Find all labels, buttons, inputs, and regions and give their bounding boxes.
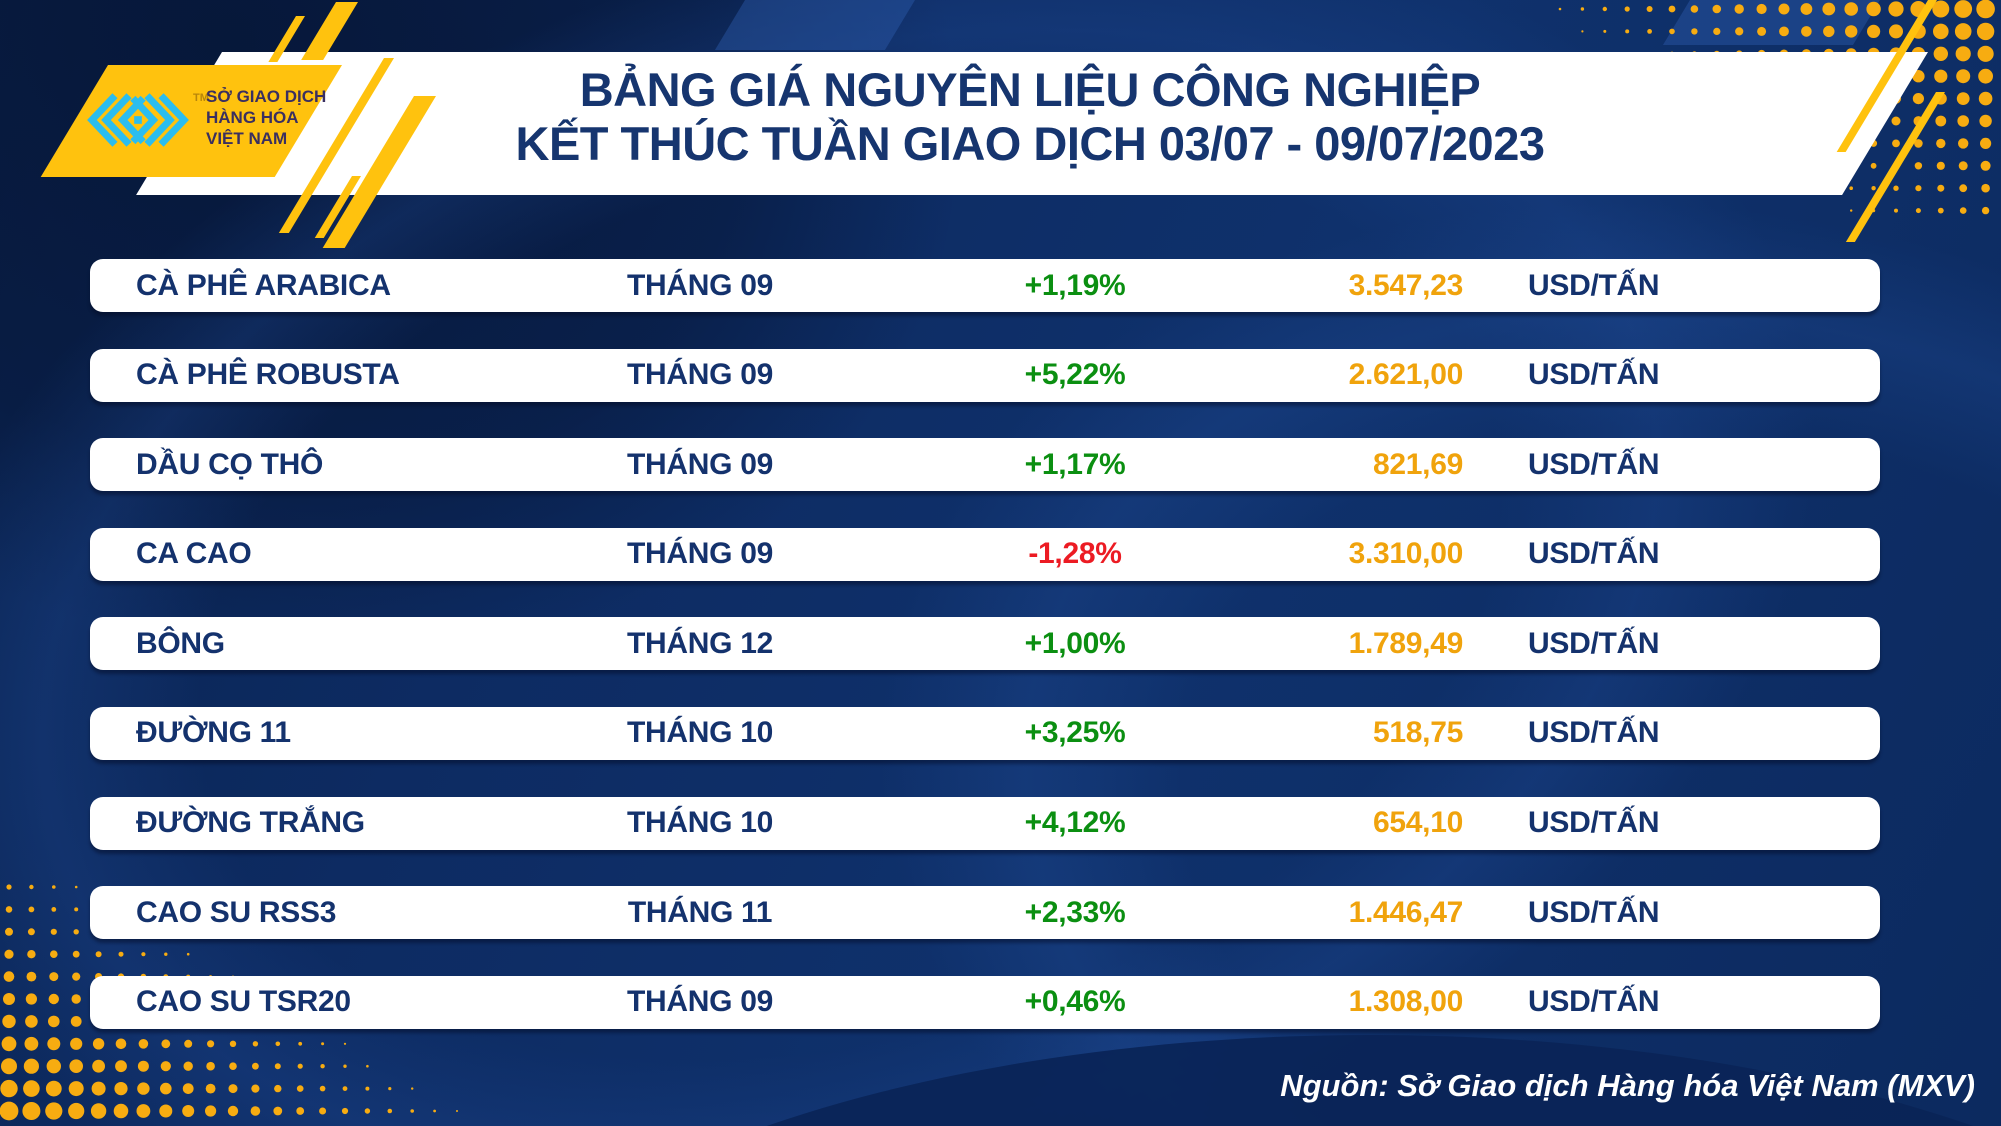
percent-change: +4,12% xyxy=(1024,806,1126,840)
commodity-name: CAO SU TSR20 xyxy=(136,985,351,1019)
percent-change: -1,28% xyxy=(1028,537,1122,571)
page-title: BẢNG GIÁ NGUYÊN LIỆU CÔNG NGHIỆP KẾT THÚ… xyxy=(330,63,1730,172)
contract-month: THÁNG 09 xyxy=(627,358,773,392)
title-line2: KẾT THÚC TUẦN GIAO DỊCH 03/07 - 09/07/20… xyxy=(515,117,1545,170)
contract-month: THÁNG 09 xyxy=(627,537,773,571)
contract-month: THÁNG 09 xyxy=(627,985,773,1019)
contract-month: THÁNG 10 xyxy=(627,806,773,840)
table-row: CÀ PHÊ ROBUSTA THÁNG 09 +5,22% 2.621,00 USD/… xyxy=(90,348,1880,402)
percent-change: +1,00% xyxy=(1024,626,1126,660)
table-row: CA CAO THÁNG 09 -1,28% 3.310,00 USD/TẤN xyxy=(90,527,1880,581)
price-unit: USD/TẤN xyxy=(1528,537,1660,571)
price-unit: USD/TẤN xyxy=(1528,985,1660,1019)
contract-month: THÁNG 10 xyxy=(627,716,773,750)
logo-line1: SỞ GIAO DỊCH xyxy=(206,87,327,106)
table-row: DẦU CỌ THÔ THÁNG 09 +1,17% 821,69 USD/TẤN xyxy=(90,438,1880,492)
price-value: 654,10 xyxy=(1373,806,1463,840)
logo-line3: VIỆT NAM xyxy=(206,129,288,148)
price-value: 3.547,23 xyxy=(1348,268,1464,302)
price-unit: USD/TẤN xyxy=(1528,447,1660,481)
commodity-name: CÀ PHÊ ARABICA xyxy=(136,268,391,302)
commodity-name: ĐƯỜNG TRẮNG xyxy=(136,806,365,840)
table-row: CAO SU TSR20 THÁNG 09 +0,46% 1.308,00 USD/TẤ… xyxy=(90,975,1880,1029)
percent-change: +2,33% xyxy=(1024,895,1126,929)
commodity-name: DẦU CỌ THÔ xyxy=(136,447,323,481)
price-value: 821,69 xyxy=(1373,447,1463,481)
price-value: 2.621,00 xyxy=(1348,358,1464,392)
commodity-name: CAO SU RSS3 xyxy=(136,895,337,929)
commodity-name: CA CAO xyxy=(136,537,252,571)
percent-change: +0,46% xyxy=(1024,985,1126,1019)
price-unit: USD/TẤN xyxy=(1528,358,1660,392)
price-unit: USD/TẤN xyxy=(1528,806,1660,840)
contract-month: THÁNG 11 xyxy=(627,895,773,929)
price-unit: USD/TẤN xyxy=(1528,716,1660,750)
table-row: ĐƯỜNG 11 THÁNG 10 +3,25% 518,75 USD/TẤN xyxy=(90,706,1880,760)
table-row: BÔNG THÁNG 12 +1,00% 1.789,49 USD/TẤN xyxy=(90,617,1880,671)
commodity-name: ĐƯỜNG 11 xyxy=(136,716,291,750)
price-value: 518,75 xyxy=(1373,716,1463,750)
price-unit: USD/TẤN xyxy=(1528,626,1660,660)
price-value: 1.308,00 xyxy=(1348,985,1464,1019)
price-value: 1.446,47 xyxy=(1348,895,1464,929)
price-unit: USD/TẤN xyxy=(1528,268,1660,302)
percent-change: +5,22% xyxy=(1024,358,1126,392)
table-row: ĐƯỜNG TRẮNG THÁNG 10 +4,12% 654,10 USD/TẤN xyxy=(90,796,1880,850)
percent-change: +1,17% xyxy=(1024,447,1126,481)
price-unit: USD/TẤN xyxy=(1528,895,1660,929)
title-line1: BẢNG GIÁ NGUYÊN LIỆU CÔNG NGHIỆP xyxy=(579,63,1481,116)
source-credit: Nguồn: Sở Giao dịch Hàng hóa Việt Nam (M… xyxy=(1280,1068,1975,1103)
table-row: CÀ PHÊ ARABICA THÁNG 09 +1,19% 3.547,23 USD/… xyxy=(90,259,1880,312)
price-table: CÀ PHÊ ARABICA THÁNG 09 +1,19% 3.547,23 USD/… xyxy=(90,259,1880,1029)
contract-month: THÁNG 09 xyxy=(627,447,773,481)
mxv-logo-icon xyxy=(87,93,189,147)
logo-wordmark: SỞ GIAO DỊCH HÀNG HÓA VIỆT NAM xyxy=(206,86,326,149)
percent-change: +1,19% xyxy=(1024,268,1126,302)
percent-change: +3,25% xyxy=(1024,716,1126,750)
trademark-symbol: TM xyxy=(193,92,209,104)
background-band-top-center xyxy=(714,0,915,50)
table-row: CAO SU RSS3 THÁNG 11 +2,33% 1.446,47 USD/TẤN xyxy=(90,886,1880,940)
contract-month: THÁNG 12 xyxy=(627,626,773,660)
contract-month: THÁNG 09 xyxy=(627,268,773,302)
commodity-name: BÔNG xyxy=(136,626,225,660)
commodity-name: CÀ PHÊ ROBUSTA xyxy=(136,358,400,392)
price-value: 1.789,49 xyxy=(1348,626,1464,660)
price-value: 3.310,00 xyxy=(1348,537,1464,571)
logo-line2: HÀNG HÓA xyxy=(206,108,299,127)
